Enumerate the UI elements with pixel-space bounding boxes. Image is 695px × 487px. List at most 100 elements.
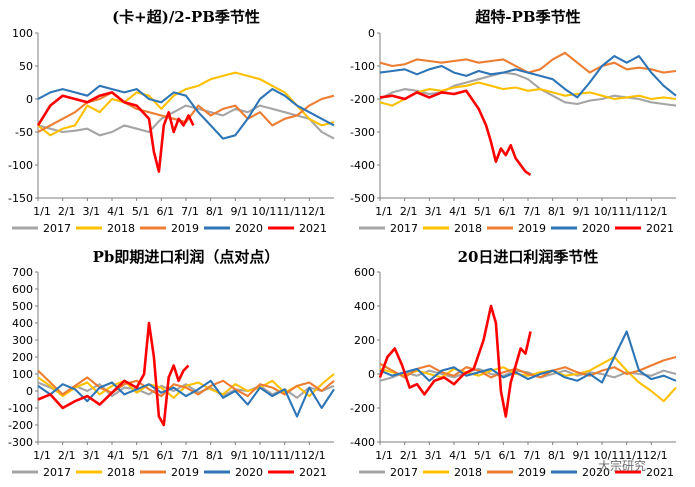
x-tick-label: 1/1 (33, 205, 51, 218)
x-tick-label: 2/1 (400, 205, 418, 218)
y-tick-label: 600 (354, 266, 375, 279)
series-line-2017 (379, 367, 677, 382)
legend-label-2019: 2019 (171, 222, 199, 235)
y-tick-label: -300 (8, 436, 33, 449)
x-tick-label: 10/1 (594, 205, 619, 218)
x-tick-label: 1/1 (375, 449, 393, 462)
x-tick-label: 5/1 (132, 449, 150, 462)
chart-title: 超特-PB季节性 (474, 8, 580, 26)
x-tick-label: 8/1 (206, 205, 224, 218)
series-line-2018 (379, 355, 677, 403)
series-line-2020 (379, 330, 677, 384)
legend-label-2017: 2017 (43, 222, 71, 235)
y-tick-label: -50 (15, 126, 33, 139)
x-tick-label: 4/1 (449, 205, 467, 218)
series-line-2021 (379, 89, 532, 176)
x-tick-label: 11/1 (276, 205, 301, 218)
x-tick-label: 4/1 (107, 449, 125, 462)
legend-label-2018: 2018 (107, 466, 135, 479)
chart-panel-3: Pb即期进口利润（点对点） 700 600 500 400 300 200 100 0 -100 -… (8, 248, 335, 479)
series-line-2021 (37, 321, 190, 427)
x-tick-label: 5/1 (132, 205, 150, 218)
y-tick-label: -300 (350, 126, 375, 139)
legend-label-2020: 2020 (235, 222, 263, 235)
legend-label-2020: 2020 (582, 222, 610, 235)
x-tick-label: 8/1 (206, 449, 224, 462)
x-tick-label: 12/1 (643, 205, 668, 218)
x-tick-label: 8/1 (548, 205, 566, 218)
y-tick-label: 400 (354, 300, 375, 313)
y-tick-label: 300 (12, 334, 33, 347)
x-tick-label: 12/1 (301, 205, 326, 218)
y-tick-label: 500 (12, 300, 33, 313)
legend-label-2019: 2019 (171, 466, 199, 479)
legend-label-2018: 2018 (454, 222, 482, 235)
series-line-2021 (36, 91, 195, 173)
series-line-2019 (37, 369, 335, 398)
x-tick-label: 2/1 (58, 205, 76, 218)
series-line-2019 (379, 355, 677, 379)
legend-label-2020: 2020 (235, 466, 263, 479)
x-tick-label: 1/1 (375, 205, 393, 218)
x-tick-label: 9/1 (572, 449, 590, 462)
y-tick-label: 100 (12, 368, 33, 381)
chart-title: 20日进口利润季节性 (458, 248, 599, 266)
chart-title: (卡+超)/2-PB季节性 (112, 8, 260, 26)
x-tick-label: 3/1 (424, 449, 442, 462)
legend-label-2020: 2020 (582, 466, 610, 479)
legend-label-2021: 2021 (299, 466, 327, 479)
x-tick-label: 7/1 (523, 205, 541, 218)
y-tick-label: -100 (350, 60, 375, 73)
x-tick-label: 6/1 (498, 205, 516, 218)
y-tick-label: 50 (19, 60, 33, 73)
x-tick-label: 6/1 (156, 449, 174, 462)
x-tick-label: 2/1 (58, 449, 76, 462)
y-tick-label: 600 (12, 283, 33, 296)
x-tick-label: 9/1 (230, 449, 248, 462)
x-tick-label: 10/1 (594, 449, 619, 462)
y-tick-label: -100 (8, 402, 33, 415)
legend-label-2017: 2017 (390, 222, 418, 235)
y-tick-label: -500 (350, 192, 375, 205)
series-line-2017 (379, 71, 677, 107)
x-tick-label: 4/1 (449, 449, 467, 462)
y-tick-label: 0 (26, 385, 33, 398)
legend-label-2019: 2019 (518, 222, 546, 235)
x-tick-label: 8/1 (548, 449, 566, 462)
x-tick-label: 3/1 (82, 205, 100, 218)
x-tick-label: 12/1 (301, 449, 326, 462)
legend-label-2019: 2019 (518, 466, 546, 479)
x-tick-label: 10/1 (252, 205, 277, 218)
y-tick-label: 200 (12, 351, 33, 364)
watermark-text: 大宗研究 (598, 458, 646, 473)
x-tick-label: 11/1 (618, 449, 643, 462)
series-line-2020 (379, 55, 677, 99)
x-tick-label: 9/1 (572, 205, 590, 218)
x-tick-label: 7/1 (181, 205, 199, 218)
x-tick-label: 9/1 (230, 205, 248, 218)
x-tick-label: 6/1 (156, 205, 174, 218)
y-tick-label: 0 (26, 93, 33, 106)
x-tick-label: 1/1 (33, 449, 51, 462)
legend-label-2021: 2021 (646, 222, 674, 235)
y-tick-label: 400 (12, 317, 33, 330)
x-tick-label: 11/1 (276, 449, 301, 462)
legend-label-2017: 2017 (390, 466, 418, 479)
y-tick-label: -200 (350, 402, 375, 415)
y-tick-label: -200 (8, 419, 33, 432)
x-tick-label: 10/1 (252, 449, 277, 462)
y-tick-label: -100 (8, 159, 33, 172)
y-tick-label: 200 (354, 334, 375, 347)
series-line-2018 (37, 71, 335, 137)
x-tick-label: 12/1 (643, 449, 668, 462)
y-tick-label: -400 (350, 436, 375, 449)
x-tick-label: 6/1 (498, 449, 516, 462)
legend-label-2017: 2017 (43, 466, 71, 479)
series-line-2018 (37, 373, 335, 399)
y-tick-label: -400 (350, 159, 375, 172)
x-tick-label: 2/1 (400, 449, 418, 462)
legend-label-2021: 2021 (299, 222, 327, 235)
